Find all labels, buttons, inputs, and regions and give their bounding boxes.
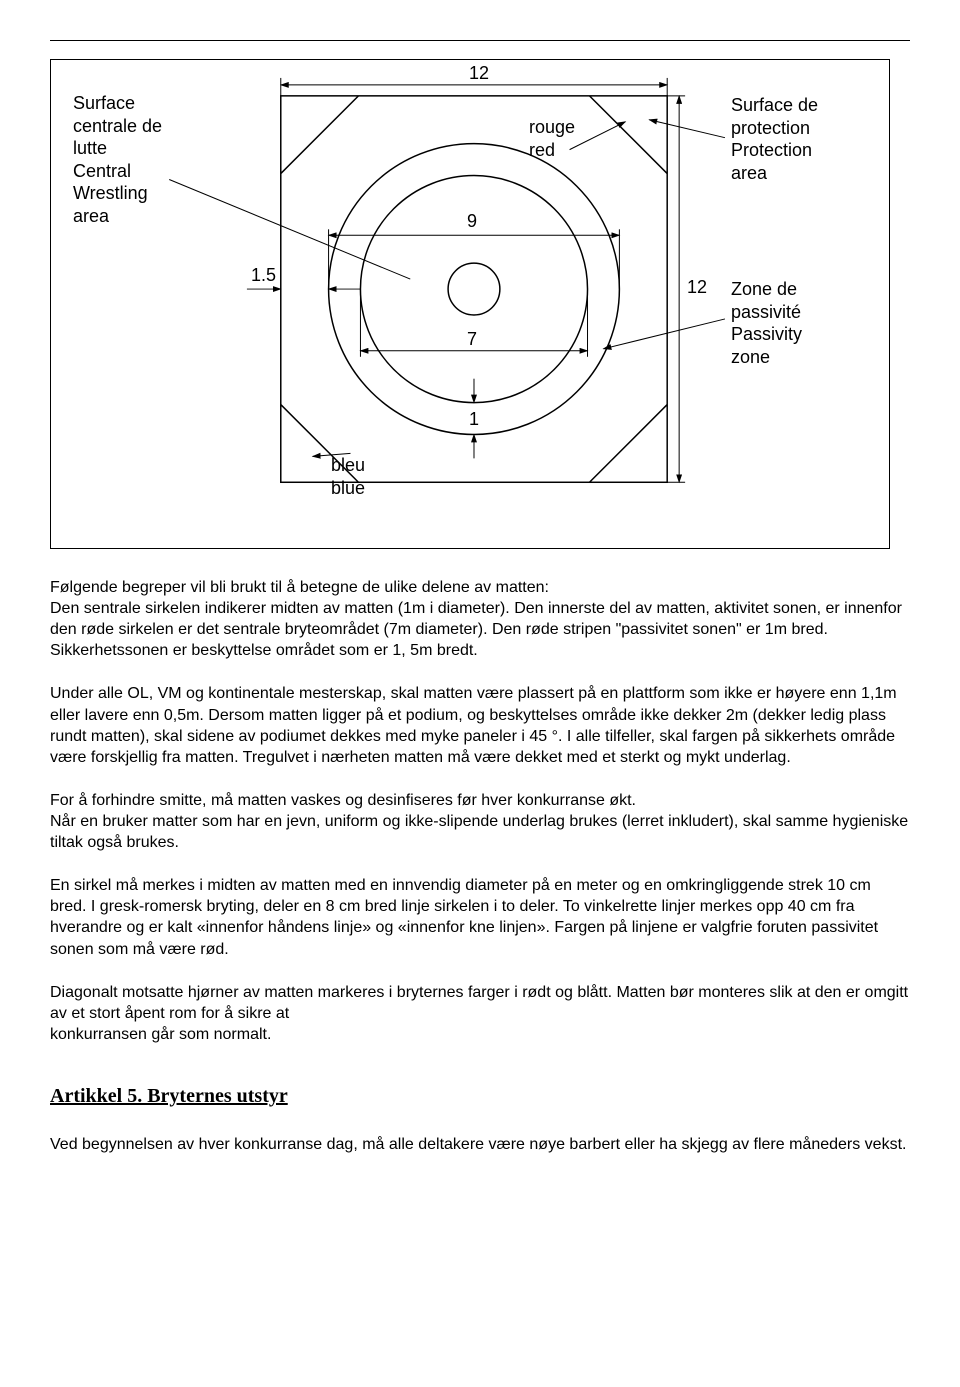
- dim-1: 1: [469, 408, 479, 431]
- corner-cut: [590, 405, 668, 483]
- leader-rouge: [570, 122, 626, 150]
- label-rouge: rouge red: [529, 116, 575, 161]
- paragraph-4: En sirkel må merkes i midten av matten m…: [50, 875, 910, 959]
- paragraph-5: Diagonalt motsatte hjørner av matten mar…: [50, 982, 910, 1045]
- mat-diagram: 12 12 9 7 1.5 1 Surface centrale de lutt…: [50, 59, 890, 549]
- dim-right-12: 12: [687, 276, 707, 299]
- corner-cut: [281, 96, 359, 174]
- label-central-area: Surface centrale de lutte Central Wrestl…: [73, 92, 162, 227]
- label-passivity-zone: Zone de passivité Passivity zone: [731, 278, 802, 368]
- leader-passivity: [603, 319, 725, 349]
- corner-cut: [590, 96, 668, 174]
- label-protection-area: Surface de protection Protection area: [731, 94, 818, 184]
- label-bleu: bleu blue: [331, 454, 365, 499]
- paragraph-1: Følgende begreper vil bli brukt til å be…: [50, 577, 910, 661]
- center-circle-1m: [448, 263, 500, 315]
- paragraph-3: For å forhindre smitte, må matten vaskes…: [50, 790, 910, 853]
- leader-protection: [649, 120, 725, 138]
- leader-central: [169, 180, 410, 280]
- dim-top-12: 12: [469, 62, 489, 85]
- dim-7: 7: [467, 328, 477, 351]
- paragraph-2: Under alle OL, VM og kontinentale mester…: [50, 683, 910, 767]
- paragraph-6: Ved begynnelsen av hver konkurranse dag,…: [50, 1134, 910, 1155]
- dim-15: 1.5: [251, 264, 276, 287]
- article-5-heading: Artikkel 5. Bryternes utstyr: [50, 1085, 910, 1108]
- dim-9: 9: [467, 210, 477, 233]
- top-rule: [50, 40, 910, 41]
